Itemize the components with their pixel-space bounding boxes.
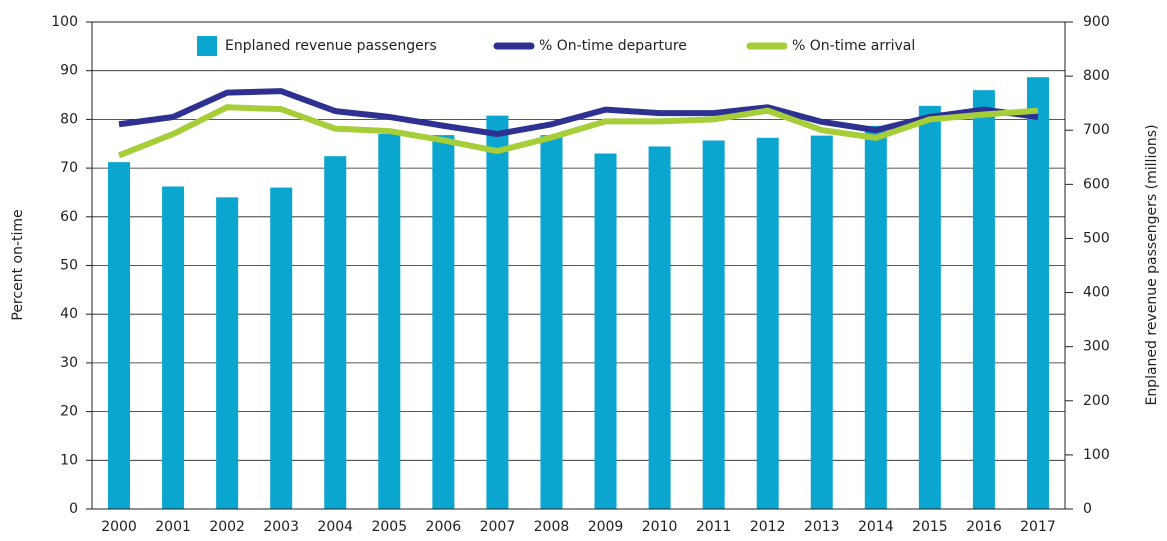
x-tick-label: 2001 xyxy=(155,519,191,535)
y2-axis-label: Enplaned revenue passengers (millions) xyxy=(1144,124,1160,405)
x-tick-label: 2014 xyxy=(858,519,894,535)
y2-tick-label: 700 xyxy=(1083,122,1110,138)
bar xyxy=(216,197,239,509)
y-tick-label: 60 xyxy=(60,209,78,225)
bar xyxy=(1026,77,1049,510)
legend-label: Enplaned revenue passengers xyxy=(225,38,437,54)
bar xyxy=(756,137,779,509)
y-axis-label: Percent on-time xyxy=(10,209,26,320)
bar xyxy=(324,156,347,509)
bar xyxy=(270,187,293,509)
y-tick-label: 30 xyxy=(60,355,78,371)
line xyxy=(117,104,1039,159)
y-tick-label: 100 xyxy=(51,14,78,30)
y-tick-label: 80 xyxy=(60,111,78,127)
x-tick-label: 2002 xyxy=(209,519,245,535)
y2-tick-label: 600 xyxy=(1083,176,1110,192)
x-tick-label: 2013 xyxy=(804,519,840,535)
y2-tick-label: 300 xyxy=(1083,339,1110,355)
y2-tick-label: 200 xyxy=(1083,393,1110,409)
y2-tick-label: 900 xyxy=(1083,14,1110,30)
bar xyxy=(918,105,941,509)
x-tick-label: 2006 xyxy=(426,519,462,535)
x-tick-label: 2007 xyxy=(480,519,516,535)
bar xyxy=(702,140,725,509)
bar xyxy=(162,186,185,509)
line xyxy=(118,88,1039,138)
x-tick-label: 2012 xyxy=(750,519,786,535)
y-tick-label: 50 xyxy=(60,258,78,274)
plot-frame xyxy=(91,21,1066,510)
bar xyxy=(864,125,887,509)
x-tick-label: 2017 xyxy=(1020,519,1056,535)
x-tick-label: 2008 xyxy=(534,519,570,535)
bar xyxy=(108,162,131,510)
legend-label: % On-time departure xyxy=(539,38,687,54)
bar xyxy=(540,135,563,509)
y2-tick-label: 0 xyxy=(1083,501,1092,517)
bar xyxy=(594,153,617,510)
bar xyxy=(972,90,995,510)
x-tick-label: 2010 xyxy=(642,519,678,535)
x-tick-label: 2003 xyxy=(263,519,299,535)
bar xyxy=(648,146,671,509)
bar xyxy=(432,135,455,509)
y-tick-label: 70 xyxy=(60,160,78,176)
x-tick-label: 2000 xyxy=(101,519,137,535)
y2-tick-label: 800 xyxy=(1083,68,1110,84)
y2-tick-label: 500 xyxy=(1083,230,1110,246)
y2-tick-label: 400 xyxy=(1083,285,1110,301)
y-tick-label: 0 xyxy=(69,501,78,517)
bar xyxy=(810,135,833,509)
y-tick-label: 20 xyxy=(60,404,78,420)
x-tick-label: 2011 xyxy=(696,519,732,535)
x-tick-label: 2005 xyxy=(371,519,407,535)
y-tick-label: 10 xyxy=(60,452,78,468)
x-tick-label: 2015 xyxy=(912,519,948,535)
y-tick-label: 40 xyxy=(60,306,78,322)
legend-label: % On-time arrival xyxy=(792,38,915,54)
y2-tick-label: 100 xyxy=(1083,447,1110,463)
bar xyxy=(486,115,509,510)
y-tick-label: 90 xyxy=(60,63,78,79)
legend-swatch xyxy=(197,36,217,56)
x-tick-label: 2009 xyxy=(588,519,624,535)
x-tick-label: 2016 xyxy=(966,519,1002,535)
x-tick-label: 2004 xyxy=(317,519,353,535)
bar xyxy=(378,134,401,509)
